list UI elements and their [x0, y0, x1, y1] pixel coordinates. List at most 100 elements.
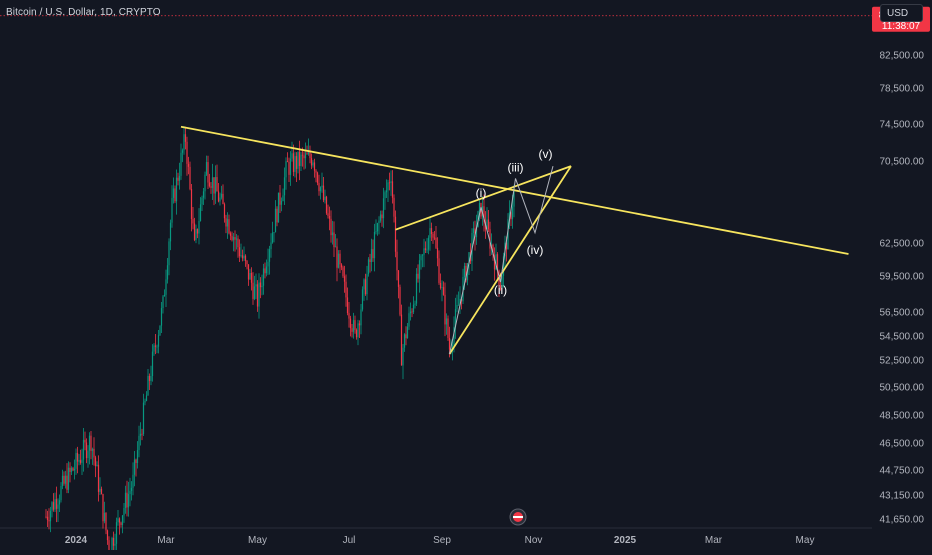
candle-body	[358, 323, 361, 326]
time-axis[interactable]: 2024 Mar May Jul Sep Nov 2025 Mar May	[0, 527, 872, 546]
candle-body	[282, 195, 284, 202]
candle-body	[157, 335, 160, 347]
candle-body	[46, 516, 49, 521]
candle-body	[136, 450, 139, 463]
candle-body	[135, 459, 137, 463]
candle-body	[94, 457, 97, 467]
candle-body	[406, 326, 409, 339]
candle-body	[264, 268, 266, 274]
candle-body	[217, 191, 220, 202]
candle-body	[375, 231, 377, 233]
candle-body	[66, 475, 68, 490]
candle-body	[61, 475, 64, 486]
candle-body	[385, 190, 388, 193]
candle-body	[321, 185, 323, 188]
rising-trendline-upper[interactable]	[395, 165, 572, 231]
candle-body	[115, 522, 118, 544]
candle-body	[108, 540, 110, 555]
candle-body	[459, 298, 461, 305]
candle-body	[91, 448, 94, 451]
candle-body	[88, 435, 91, 451]
y-tick-label: 56,500.00	[880, 308, 925, 319]
candle-body	[51, 502, 53, 511]
candle-body	[381, 214, 383, 219]
candle-body	[241, 255, 244, 259]
candle-body	[457, 304, 460, 306]
candle-body	[502, 256, 505, 276]
candle-body	[192, 219, 194, 224]
candle-body	[178, 175, 181, 181]
candle-body	[393, 197, 395, 217]
candle-body	[247, 264, 250, 280]
candle-body	[379, 214, 382, 221]
candle-body	[105, 512, 107, 531]
candle-body	[84, 439, 86, 443]
candle-body	[123, 508, 125, 516]
candle-body	[315, 170, 317, 173]
candle-body	[468, 252, 470, 264]
candle-body	[513, 188, 515, 207]
candle-body	[112, 537, 115, 546]
candle-body	[342, 267, 344, 277]
candle-body	[357, 323, 359, 338]
candle-body	[309, 151, 311, 159]
candle-body	[213, 177, 215, 194]
candle-body	[129, 490, 131, 495]
candle-body	[387, 182, 389, 191]
candle-body	[190, 189, 193, 220]
candle-body	[337, 253, 340, 268]
candle-body	[441, 287, 443, 289]
candle-body	[261, 285, 263, 288]
candle-body	[72, 468, 74, 471]
candle-body	[250, 272, 253, 283]
y-tick-label: 48,500.00	[880, 411, 925, 422]
candle-body	[442, 287, 445, 295]
candle-body	[475, 227, 478, 238]
candle-body	[388, 182, 391, 184]
candle-body	[145, 395, 148, 401]
candle-body	[246, 260, 248, 265]
candle-body	[372, 249, 374, 259]
candle-body	[265, 266, 268, 274]
candle-body	[69, 467, 71, 472]
candle-body	[402, 347, 404, 366]
candle-body	[439, 282, 442, 289]
candle-body	[486, 219, 488, 230]
candle-body	[493, 255, 496, 270]
candle-body	[55, 499, 58, 509]
elliott-wave-path[interactable]	[449, 165, 554, 355]
candle-body	[49, 510, 52, 522]
candle-body	[427, 237, 430, 250]
candle-body	[216, 177, 218, 192]
price-axis[interactable]: 82,500.00 78,500.00 74,500.00 70,500.00 62,5…	[880, 51, 925, 526]
candle-body	[445, 318, 448, 325]
candle-body	[162, 296, 164, 309]
y-tick-label: 50,500.00	[880, 383, 925, 394]
x-tick-label: Sep	[433, 535, 451, 546]
economic-event-icon[interactable]	[509, 508, 527, 526]
candle-body	[181, 150, 184, 153]
candle-body	[180, 152, 182, 176]
y-tick-label: 74,500.00	[880, 120, 925, 131]
candle-body	[361, 289, 364, 310]
candle-body	[270, 242, 272, 250]
plot-background	[0, 0, 872, 528]
candle-body	[436, 247, 439, 259]
candle-body	[150, 376, 152, 381]
candle-body	[415, 273, 418, 304]
candle-body	[409, 311, 412, 314]
currency-button[interactable]: USD	[880, 4, 923, 22]
descending-trendline[interactable]	[180, 125, 849, 255]
candle-body	[159, 325, 161, 336]
candle-body	[141, 433, 143, 435]
candle-body	[142, 402, 145, 434]
candle-body	[204, 174, 206, 192]
rising-trendline-lower[interactable]	[448, 165, 572, 355]
candle-body	[301, 154, 304, 156]
candle-body	[276, 208, 278, 223]
candle-body	[172, 188, 175, 198]
candle-body	[324, 196, 326, 201]
candle-body	[226, 219, 229, 227]
